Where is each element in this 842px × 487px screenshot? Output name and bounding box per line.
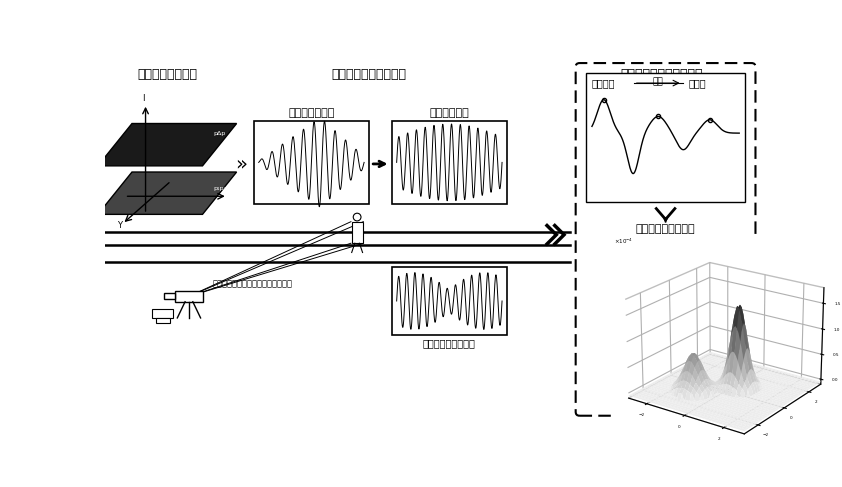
Text: 冲击振动: 冲击振动 bbox=[592, 78, 616, 88]
Bar bbox=[392, 121, 507, 204]
Text: 人体跳跃冲击荷载反演: 人体跳跃冲击荷载反演 bbox=[331, 68, 406, 81]
Text: I: I bbox=[142, 94, 145, 103]
Text: 结构加速度响应监测: 结构加速度响应监测 bbox=[423, 338, 476, 348]
Bar bbox=[254, 121, 369, 204]
Text: p₁p₂: p₁p₂ bbox=[214, 186, 226, 191]
Bar bbox=[392, 267, 507, 335]
Bar bbox=[352, 222, 363, 243]
Text: pΔp: pΔp bbox=[214, 131, 226, 136]
Text: 结构深层次参数识别: 结构深层次参数识别 bbox=[636, 224, 695, 234]
Text: 高速相机非接触式测量人致冲击荷载: 高速相机非接触式测量人致冲击荷载 bbox=[212, 280, 292, 288]
Text: 一次: 一次 bbox=[653, 78, 663, 87]
Polygon shape bbox=[98, 124, 237, 166]
Bar bbox=[156, 318, 169, 323]
Text: 粒子图像测速技术: 粒子图像测速技术 bbox=[137, 68, 197, 81]
Bar bbox=[586, 73, 745, 203]
Text: 加速度信号监测: 加速度信号监测 bbox=[288, 108, 334, 118]
Bar bbox=[152, 309, 173, 318]
Polygon shape bbox=[664, 218, 667, 223]
Text: Y: Y bbox=[118, 221, 122, 230]
Text: $\times10^{-4}$: $\times10^{-4}$ bbox=[614, 237, 633, 246]
Text: »: » bbox=[235, 154, 247, 173]
Text: 冲击荷载反演: 冲击荷载反演 bbox=[429, 108, 469, 118]
Bar bbox=[164, 293, 175, 300]
Text: 人致振动下结构柔度识别: 人致振动下结构柔度识别 bbox=[621, 68, 703, 81]
Polygon shape bbox=[98, 172, 237, 214]
Bar bbox=[175, 291, 203, 302]
Text: 理论值: 理论值 bbox=[688, 78, 706, 88]
FancyBboxPatch shape bbox=[576, 63, 755, 416]
